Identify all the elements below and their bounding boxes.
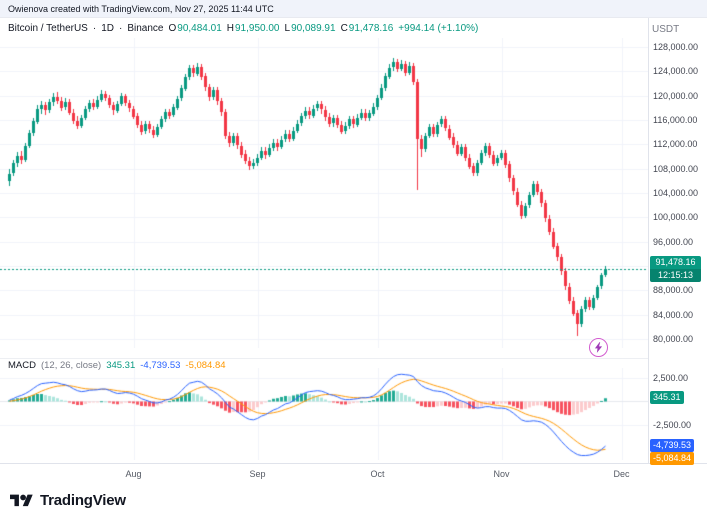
price-tick-label: 100,000.00	[653, 212, 699, 223]
time-tick-label: Dec	[613, 469, 630, 479]
separator-dot: ·	[92, 23, 97, 34]
price-tick-label: 112,000.00	[653, 139, 698, 150]
lightning-icon	[594, 342, 603, 353]
price-tick-label: 128,000.00	[653, 42, 699, 53]
macd-signal-value: -5,084.84	[185, 360, 226, 371]
time-tick-label: Aug	[125, 469, 142, 479]
macd-line-value: -4,739.53	[140, 360, 181, 371]
symbol-name[interactable]: Bitcoin / TetherUS	[8, 23, 88, 34]
time-tick-label: Oct	[370, 469, 385, 479]
price-tick-label: 108,000.00	[653, 163, 699, 174]
flash-boost-button[interactable]	[589, 338, 608, 357]
macd-tick-label: 2,500.00	[653, 373, 689, 383]
price-tick-label: 84,000.00	[653, 309, 694, 320]
current-price-value: 91,478.16	[655, 257, 696, 268]
price-tick-label: 120,000.00	[653, 90, 699, 101]
bar-countdown: 12:15:13	[650, 269, 701, 283]
time-tick-label: Nov	[493, 469, 510, 479]
price-axis-border	[648, 18, 649, 483]
footer-bar: TradingView	[0, 483, 707, 517]
price-tick-label: 88,000.00	[653, 285, 694, 296]
macd-title[interactable]: MACD	[8, 360, 36, 371]
pane-separator[interactable]	[0, 358, 648, 359]
time-tick-label: Sep	[249, 469, 266, 479]
macd-histogram-badge: 345.31	[650, 391, 684, 405]
ohlc-open: O 90,484.01	[168, 23, 222, 34]
price-tick-label: 104,000.00	[653, 188, 699, 198]
separator-dot: ·	[119, 23, 123, 34]
time-axis[interactable]: Aug Sep Oct Nov Dec	[0, 463, 707, 484]
exchange-label[interactable]: Binance	[127, 23, 164, 34]
change-label: +994.14 (+1.10%)	[398, 23, 479, 34]
macd-params: (12, 26, close)	[40, 360, 102, 371]
attribution-bar: Owienova created with TradingView.com, N…	[0, 0, 707, 18]
macd-signal-badge: -5,084.84	[650, 452, 695, 466]
attribution-text: Owienova created with TradingView.com, N…	[8, 4, 274, 14]
price-pane-canvas[interactable]	[0, 38, 648, 348]
macd-legend: MACD (12, 26, close) 345.31 -4,739.53 -5…	[8, 360, 226, 371]
tradingview-brand-text[interactable]: TradingView	[40, 492, 126, 509]
ohlc-low: L 90,089.91	[284, 23, 336, 34]
macd-hist-value: 345.31	[106, 360, 136, 371]
price-tick-label: 80,000.00	[653, 333, 694, 344]
tradingview-logo-icon[interactable]	[10, 492, 33, 510]
interval-label[interactable]: 1D	[101, 23, 114, 34]
price-tick-label: 124,000.00	[653, 66, 699, 77]
axis-currency-label[interactable]: USDT	[652, 24, 680, 35]
price-tick-label: 96,000.00	[653, 236, 694, 247]
current-price-badge: 91,478.16 12:15:13	[650, 256, 701, 283]
ohlc-high: H 91,950.00	[226, 23, 280, 34]
ohlc-close: C 91,478.16	[340, 23, 394, 34]
macd-tick-label: -2,500.00	[653, 419, 692, 430]
price-tick-label: 116,000.00	[653, 115, 698, 126]
macd-pane-canvas[interactable]	[0, 368, 648, 460]
macd-line-badge: -4,739.53	[650, 439, 695, 453]
symbol-legend: Bitcoin / TetherUS · 1D · Binance O 90,48…	[8, 23, 478, 34]
